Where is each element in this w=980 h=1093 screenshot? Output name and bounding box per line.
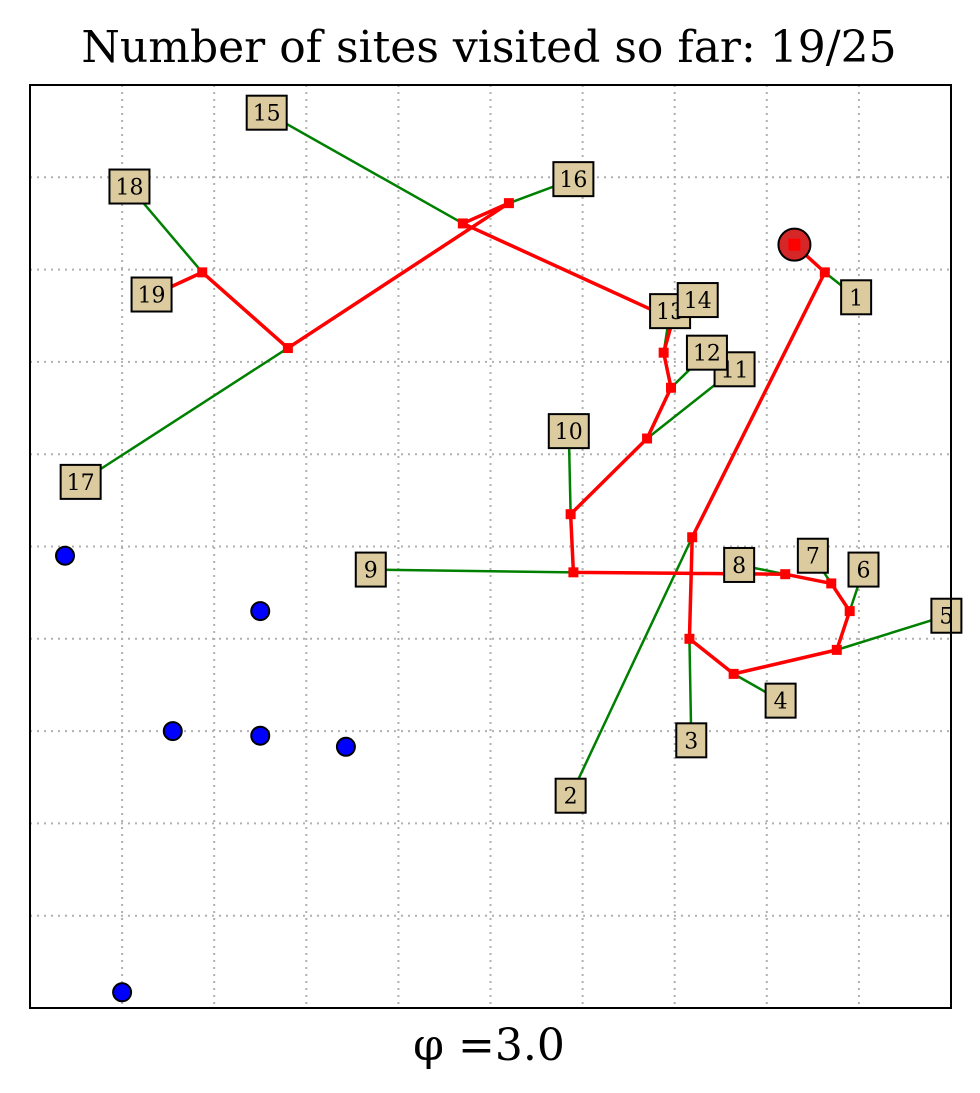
site-label-12: 12 — [685, 334, 728, 371]
x-axis-label: φ =3.0 — [413, 1020, 565, 1071]
route-line — [153, 201, 852, 676]
site-label-box — [796, 537, 829, 574]
unvisited-site-marker — [162, 721, 183, 742]
site-label-9: 9 — [354, 551, 387, 588]
site-label-box — [840, 279, 873, 316]
site-label-19: 19 — [130, 276, 173, 313]
route-marker — [687, 532, 698, 543]
unvisited-site-marker — [335, 736, 356, 757]
site-label-text: 3 — [684, 729, 698, 754]
route-marker — [642, 433, 653, 444]
route-marker — [666, 382, 677, 393]
site-label-text: 12 — [693, 342, 721, 367]
route-marker — [457, 218, 468, 229]
site-label-text: 14 — [684, 289, 712, 314]
site-label-text: 6 — [857, 559, 871, 584]
site-label-box — [552, 161, 595, 198]
unvisited-sites — [54, 545, 356, 1003]
site-label-16: 16 — [552, 161, 595, 198]
site-label-text: 5 — [939, 605, 953, 630]
assignment-line-9 — [370, 568, 574, 574]
site-label-2: 2 — [554, 777, 587, 814]
site-label-text: 9 — [364, 559, 378, 584]
site-label-box — [245, 94, 288, 131]
assignment-line-17 — [79, 347, 289, 483]
site-label-box — [354, 551, 387, 588]
site-label-text: 19 — [138, 284, 166, 309]
site-label-text: 7 — [806, 545, 820, 570]
route-marker — [503, 198, 514, 209]
site-label-box — [847, 551, 880, 588]
site-label-text: 17 — [67, 471, 95, 496]
site-label-7: 7 — [796, 537, 829, 574]
chart-title: Number of sites visited so far: 19/25 — [81, 22, 896, 73]
site-label-5: 5 — [930, 597, 963, 634]
site-label-15: 15 — [245, 94, 288, 131]
route-marker — [844, 606, 855, 617]
route-marker — [197, 267, 208, 278]
site-label-18: 18 — [108, 168, 151, 205]
assignment-line-2 — [569, 536, 694, 797]
site-label-box — [554, 777, 587, 814]
site-label-3: 3 — [675, 722, 708, 759]
site-label-box — [676, 282, 719, 319]
unvisited-site-marker — [54, 545, 75, 566]
site-label-text: 4 — [774, 690, 788, 715]
site-label-box — [685, 334, 728, 371]
route-marker — [684, 633, 695, 644]
route-marker — [826, 578, 837, 589]
site-label-8: 8 — [723, 546, 756, 583]
site-label-text: 16 — [559, 168, 587, 193]
route-marker — [658, 347, 669, 358]
site-label-box — [723, 546, 756, 583]
start-point — [777, 227, 812, 262]
unvisited-site-marker — [250, 601, 271, 622]
route-marker — [565, 509, 576, 520]
site-label-17: 17 — [59, 463, 102, 500]
site-label-box — [930, 597, 963, 634]
site-label-box — [675, 722, 708, 759]
site-label-box — [59, 463, 102, 500]
site-label-6: 6 — [847, 551, 880, 588]
route-marker — [568, 567, 579, 578]
site-label-14: 14 — [676, 282, 719, 319]
site-label-box — [130, 276, 173, 313]
site-label-box — [108, 168, 151, 205]
route-marker — [831, 644, 842, 655]
plot-frame — [29, 84, 952, 1009]
site-label-text: 15 — [253, 102, 281, 127]
route-marker — [282, 343, 293, 354]
site-label-text: 10 — [555, 420, 583, 445]
site-label-1: 1 — [840, 279, 873, 316]
site-label-text: 2 — [564, 785, 578, 810]
site-label-box — [764, 682, 797, 719]
site-label-box — [547, 413, 590, 450]
unvisited-site-marker — [250, 725, 271, 746]
unvisited-site-marker — [112, 982, 133, 1003]
site-label-10: 10 — [547, 413, 590, 450]
assignment-line-5 — [836, 614, 947, 652]
site-label-4: 4 — [764, 682, 797, 719]
route-marker — [728, 668, 739, 679]
start-route-marker — [788, 238, 801, 251]
site-label-text: 1 — [849, 286, 863, 311]
route-marker — [819, 267, 830, 278]
route-marker — [780, 569, 791, 580]
site-label-text: 18 — [115, 176, 143, 201]
site-label-text: 8 — [732, 554, 746, 579]
assignment-line-15 — [266, 111, 464, 225]
